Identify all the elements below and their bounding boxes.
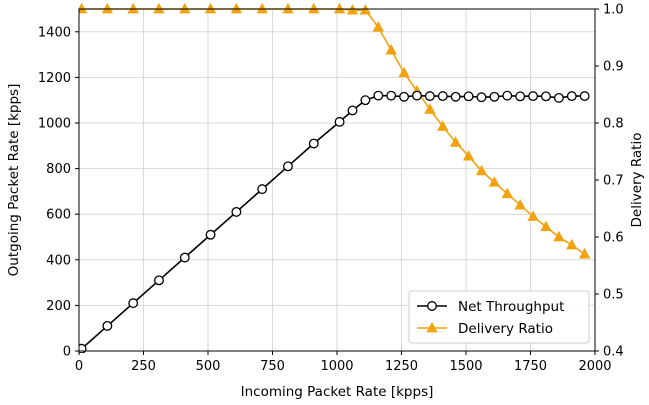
y-right-tick-label: 0.6 (603, 231, 624, 246)
data-point (489, 91, 500, 102)
data-point (333, 3, 346, 14)
legend-box (408, 290, 590, 344)
y-right-tick-label: 0.4 (603, 345, 624, 360)
data-point (515, 91, 526, 102)
series-net-throughput (79, 90, 590, 353)
legend: Net Throughput Delivery Ratio (408, 290, 590, 344)
data-point (334, 116, 345, 127)
data-point (540, 220, 552, 232)
data-point (475, 164, 488, 176)
x-axis-label: Incoming Packet Rate [kpps] (241, 384, 434, 400)
data-point (127, 3, 139, 14)
series-delivery-ratio (79, 3, 591, 259)
data-point (462, 149, 475, 161)
data-point (579, 91, 590, 102)
data-point (553, 92, 564, 103)
data-point (398, 66, 410, 78)
x-tick-label: 2000 (578, 359, 611, 374)
data-point (476, 92, 487, 103)
data-point (553, 230, 565, 242)
y-right-tick-label: 1.0 (603, 3, 624, 18)
data-point (437, 91, 448, 102)
y-right-tick-label: 0.9 (603, 60, 624, 75)
data-point (488, 176, 501, 187)
data-point (308, 138, 319, 149)
data-point (501, 187, 513, 199)
data-point (386, 90, 397, 101)
data-point (282, 3, 294, 14)
y-axis-right-label: Delivery Ratio (629, 133, 645, 228)
data-point (179, 252, 190, 263)
data-point (283, 161, 293, 172)
data-point (204, 3, 217, 14)
data-point (154, 275, 164, 286)
data-point (399, 91, 410, 102)
grid-lines (78, 9, 596, 352)
data-point (566, 91, 577, 102)
x-tick-label: 1000 (320, 359, 353, 374)
data-point (424, 91, 435, 102)
data-point (437, 120, 449, 131)
data-point (372, 21, 384, 32)
data-point (231, 206, 242, 217)
data-point (346, 4, 359, 15)
x-tick-label: 250 (131, 359, 156, 374)
legend-label-delivery-ratio: Delivery Ratio (458, 321, 553, 337)
data-point (579, 248, 591, 259)
y-left-tick-label: 200 (46, 299, 71, 314)
x-tick-label: 500 (196, 359, 221, 374)
x-tick-label: 1750 (514, 359, 547, 374)
y-left-tick-label: 1000 (38, 117, 71, 132)
data-point (79, 3, 88, 14)
data-point (424, 103, 436, 114)
data-point (450, 91, 461, 102)
data-point (102, 320, 113, 331)
y-left-tick-label: 1200 (38, 71, 71, 86)
data-point (528, 91, 539, 102)
series-layer (79, 3, 591, 353)
y-left-tick-label: 400 (46, 253, 71, 268)
data-point (360, 95, 371, 106)
y-right-tick-label: 0.5 (603, 288, 624, 303)
data-point (153, 3, 165, 14)
data-point (385, 43, 397, 55)
data-point (502, 90, 513, 101)
ticks-layer: 0 250 500 750 1000 1250 1500 1750 2000 0 200 400 600… (38, 3, 624, 375)
data-point (527, 210, 539, 221)
data-point (463, 91, 474, 102)
data-point (412, 90, 422, 101)
data-point (450, 136, 462, 147)
data-point (347, 105, 358, 116)
data-point (256, 3, 268, 14)
data-point (230, 3, 243, 14)
data-point (101, 3, 114, 14)
legend-swatch-marker (427, 301, 437, 311)
x-tick-label: 0 (75, 359, 83, 374)
y-right-tick-label: 0.8 (603, 117, 624, 132)
data-point (128, 298, 139, 309)
y-axis-left-label: Outgoing Packet Rate [kpps] (6, 84, 22, 277)
y-left-tick-label: 0 (63, 345, 71, 360)
data-point (514, 198, 526, 210)
x-tick-label: 750 (260, 359, 285, 374)
y-right-tick-label: 0.7 (603, 174, 624, 189)
x-tick-label: 1250 (385, 359, 418, 374)
data-point (179, 3, 191, 14)
data-point (373, 90, 384, 101)
data-point (566, 238, 578, 250)
data-point (359, 4, 372, 15)
y-left-tick-label: 600 (46, 208, 71, 223)
legend-label-net-throughput: Net Throughput (458, 299, 564, 315)
data-point (308, 3, 320, 14)
x-tick-label: 1500 (449, 359, 482, 374)
series-line (81, 8, 586, 255)
legend-swatch-marker (426, 321, 438, 333)
data-point (541, 91, 551, 102)
data-point (257, 184, 268, 195)
y-left-tick-label: 800 (46, 162, 71, 177)
data-point (205, 229, 216, 240)
y-left-tick-label: 1400 (38, 25, 71, 40)
